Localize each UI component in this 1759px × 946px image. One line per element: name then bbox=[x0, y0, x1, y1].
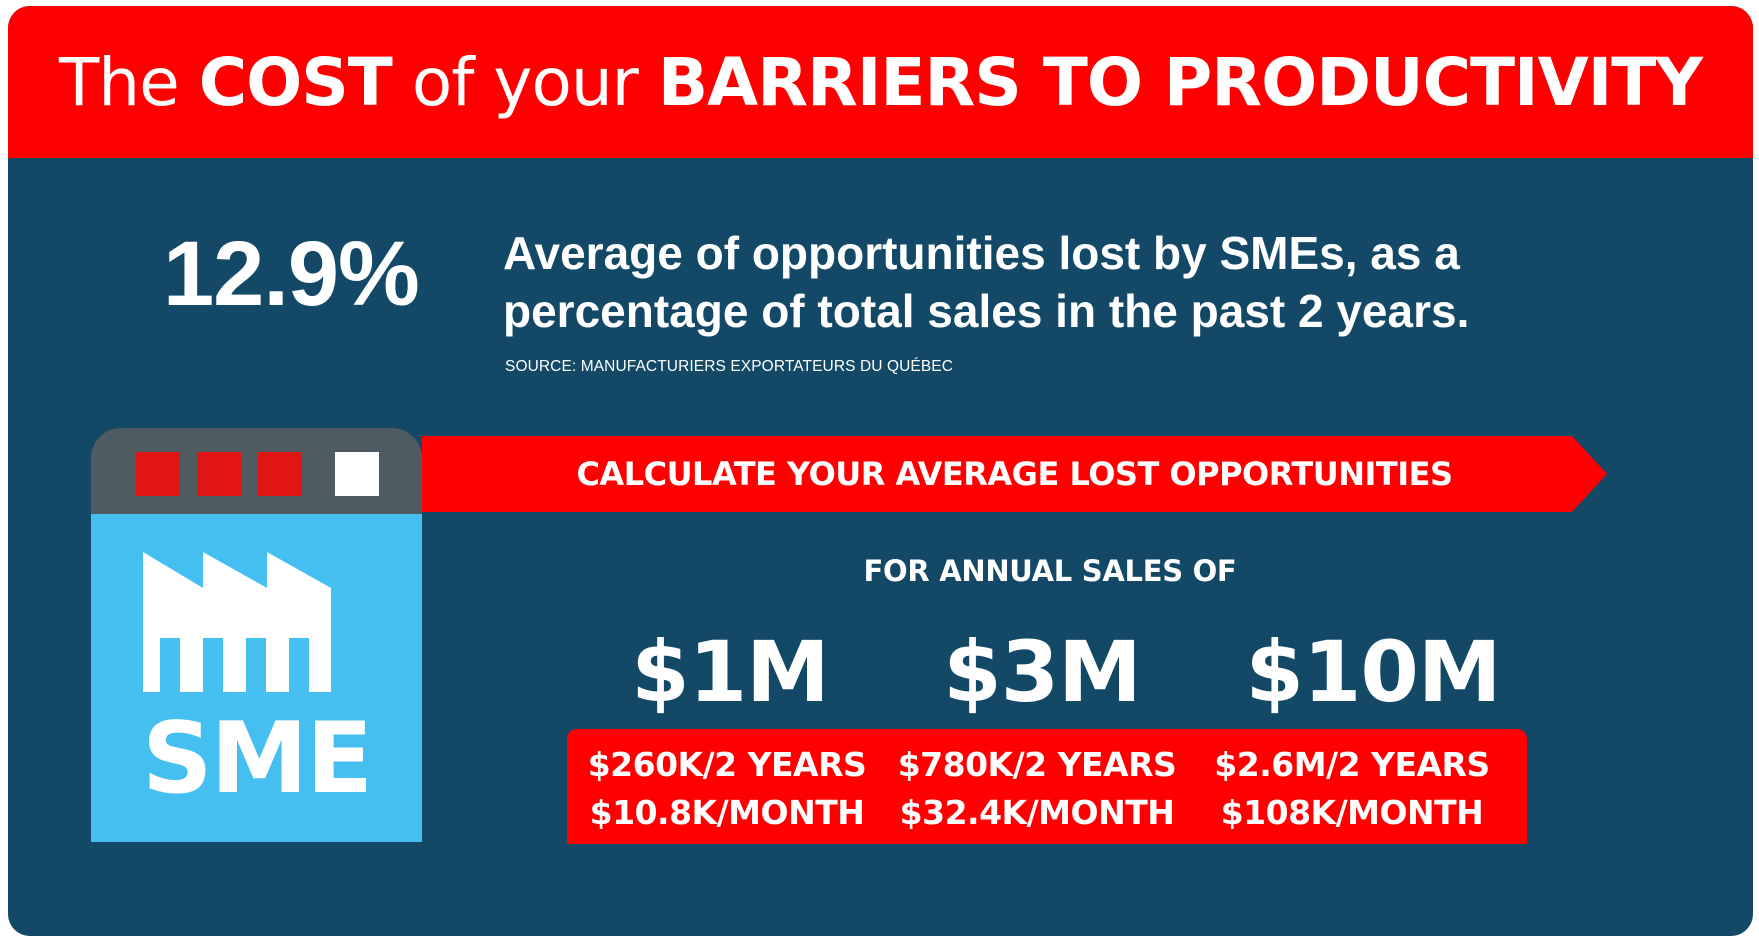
sme-label: SME bbox=[141, 702, 373, 816]
result-column: $780K/2 YEARS $32.4K/MONTH bbox=[892, 741, 1182, 837]
sales-amount-1m: $1M bbox=[631, 623, 829, 721]
title-part-barriers: BARRIERS TO PRODUCTIVITY bbox=[657, 43, 1703, 121]
title-part-of-your: of your bbox=[411, 43, 639, 121]
result-column: $260K/2 YEARS $10.8K/MONTH bbox=[587, 741, 867, 837]
title-part-cost: COST bbox=[198, 43, 393, 121]
loss-per-two-years: $260K/2 YEARS bbox=[587, 745, 867, 784]
sales-amount-3m: $3M bbox=[943, 623, 1141, 721]
loss-per-month: $108K/MONTH bbox=[1220, 793, 1484, 832]
loss-per-month: $10.8K/MONTH bbox=[589, 793, 865, 832]
sme-building-icon: SME bbox=[91, 428, 422, 842]
calculate-banner: CALCULATE YOUR AVERAGE LOST OPPORTUNITIE… bbox=[422, 436, 1607, 512]
title-part-the: The bbox=[58, 43, 180, 121]
stat-description: Average of opportunities lost by SMEs, a… bbox=[503, 227, 1470, 337]
results-box: $260K/2 YEARS $10.8K/MONTH $780K/2 YEARS… bbox=[567, 729, 1527, 844]
arrow-banner-shape bbox=[422, 436, 1607, 512]
source-note: SOURCE: MANUFACTURIERS EXPORTATEURS DU Q… bbox=[505, 358, 954, 375]
indicator-square bbox=[197, 452, 241, 496]
sales-amount-10m: $10M bbox=[1245, 623, 1502, 721]
indicator-square bbox=[258, 452, 302, 496]
result-column: $2.6M/2 YEARS $108K/MONTH bbox=[1212, 741, 1492, 837]
title-banner: The COST of your BARRIERS TO PRODUCTIVIT… bbox=[8, 6, 1753, 158]
banner-text: CALCULATE YOUR AVERAGE LOST OPPORTUNITIE… bbox=[576, 455, 1453, 493]
loss-per-month: $32.4K/MONTH bbox=[899, 793, 1175, 832]
factory-icon bbox=[143, 552, 331, 692]
stat-value: 12.9% bbox=[163, 223, 420, 325]
sme-icon-top-bar bbox=[91, 428, 422, 514]
sme-icon-body: SME bbox=[91, 514, 422, 842]
loss-per-two-years: $780K/2 YEARS bbox=[897, 745, 1177, 784]
annual-sales-label: FOR ANNUAL SALES OF bbox=[863, 554, 1237, 588]
indicator-square bbox=[136, 452, 180, 496]
indicator-square bbox=[335, 452, 379, 496]
loss-per-two-years: $2.6M/2 YEARS bbox=[1214, 745, 1490, 784]
